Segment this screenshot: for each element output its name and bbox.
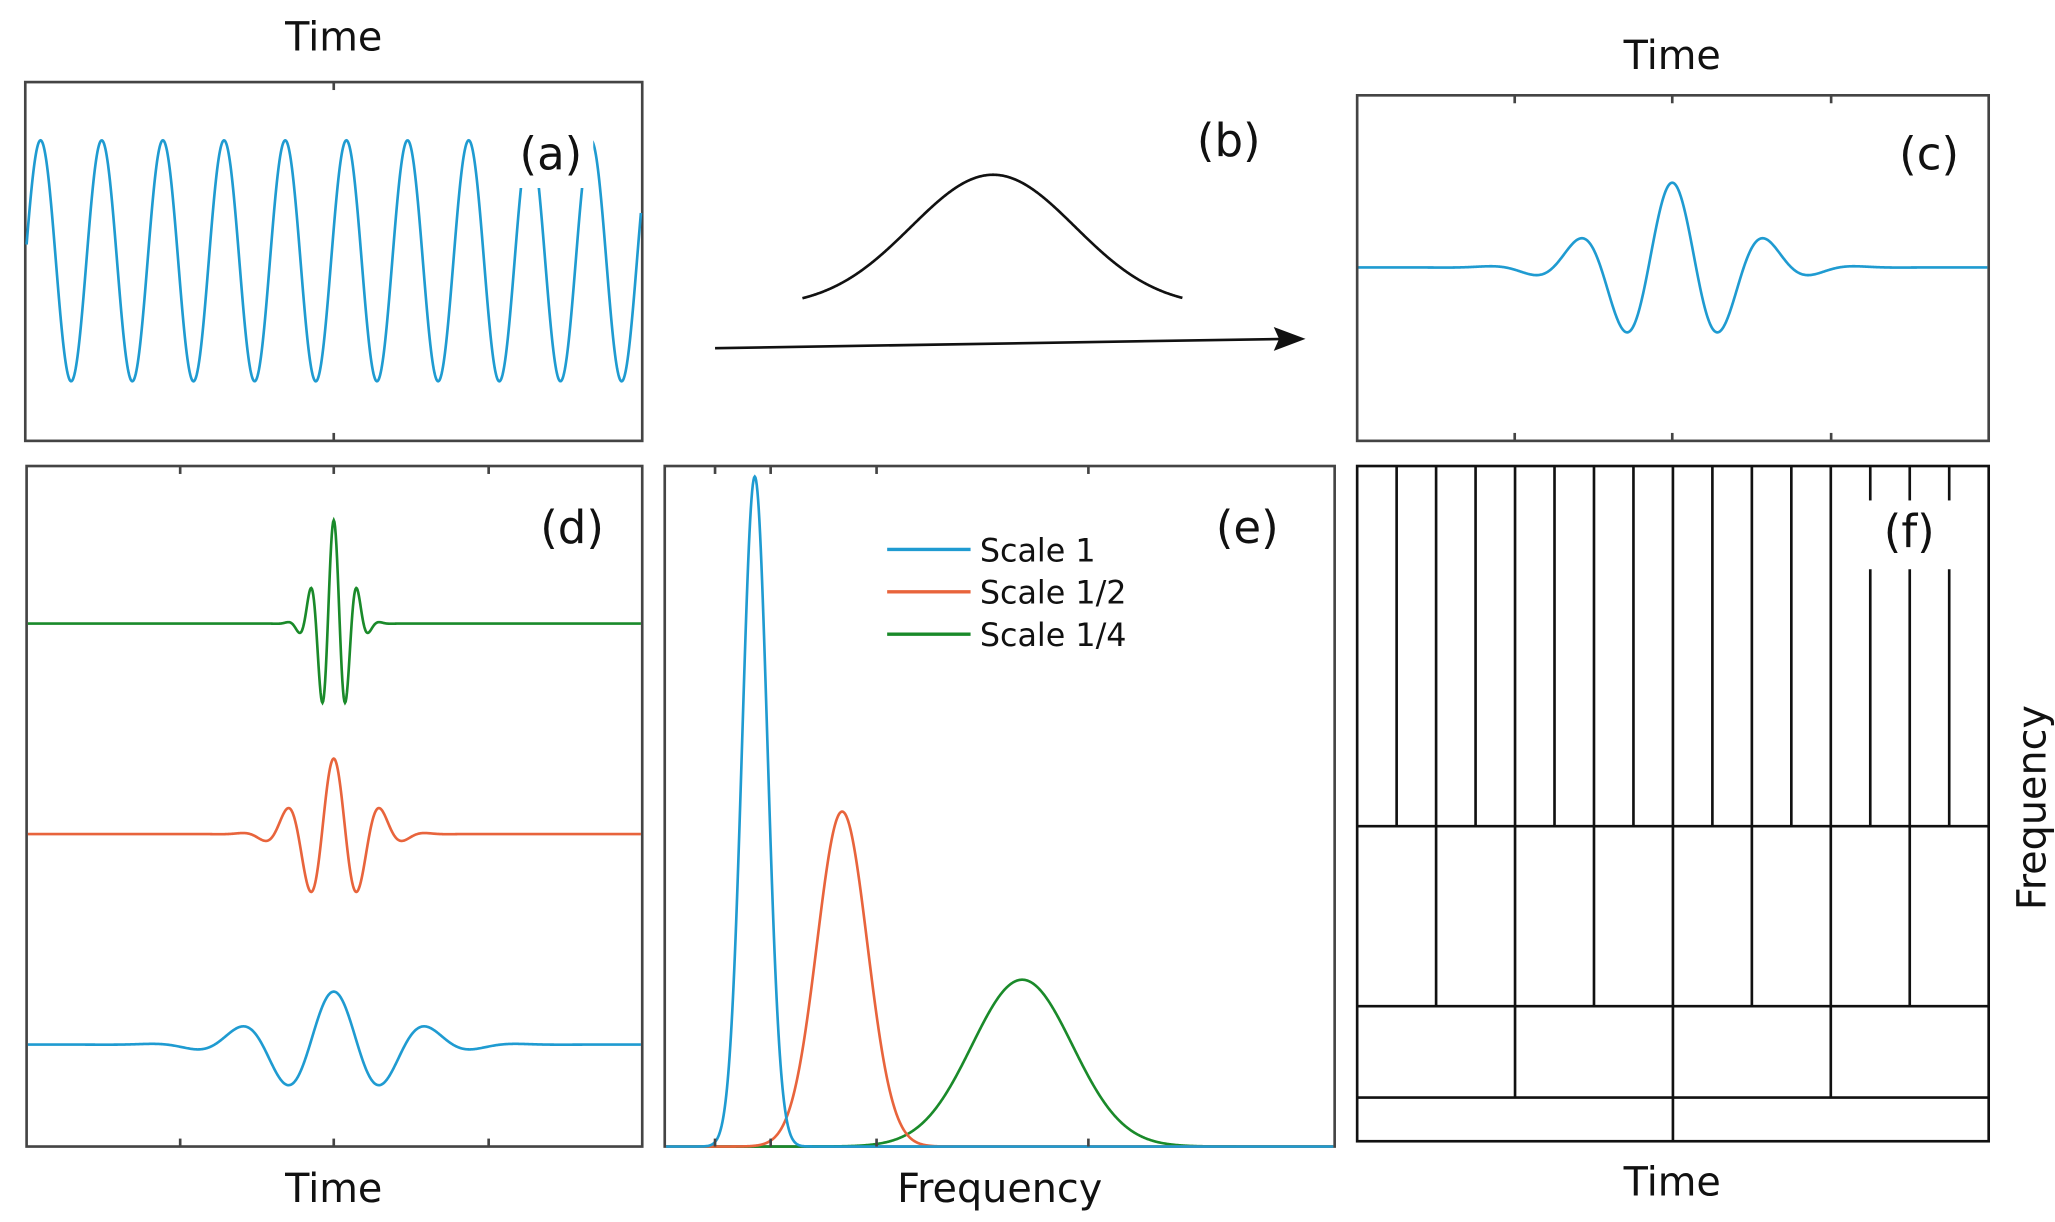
panel-a-label: (a) — [520, 127, 583, 180]
legend-label-scale-half: Scale 1/2 — [980, 576, 1127, 612]
panel-d-wavelet-scale-1 — [27, 990, 641, 1087]
panel-b-label: (b) — [1197, 114, 1261, 167]
panel-f-tiling-grid — [1357, 466, 1989, 1142]
panel-e-spectrum-scale-1 — [666, 474, 1334, 1148]
panel-b-arrow-shaft — [715, 337, 1285, 350]
panel-f: (f) Time Frequency — [1355, 464, 2055, 1206]
panel-c-label: (c) — [1899, 127, 1959, 180]
panel-d-wavelet-scale-quarter — [27, 516, 641, 706]
panel-d-label: (d) — [540, 501, 604, 554]
legend: Scale 1 Scale 1/2 Scale 1/4 — [887, 533, 1127, 654]
panel-e-spectrum-scale-quarter — [666, 978, 1334, 1148]
panel-e-axis-title: Frequency — [897, 1166, 1102, 1212]
panel-f-label: (f) — [1884, 505, 1935, 558]
panel-a: Time (a) — [23, 14, 644, 443]
panel-e-spectrum-scale-half — [666, 810, 1334, 1148]
legend-label-scale-quarter: Scale 1/4 — [980, 618, 1127, 654]
panel-d-axis-title: Time — [284, 1166, 382, 1212]
panel-c-wavelet-curve — [1358, 181, 1988, 334]
legend-label-scale-1: Scale 1 — [980, 533, 1096, 569]
panel-e-label: (e) — [1216, 501, 1279, 554]
arrow-head-icon — [1273, 327, 1306, 351]
panel-a-axis-title: Time — [284, 14, 382, 60]
panel-f-frame — [1355, 464, 1991, 1143]
panel-c-axis-title: Time — [1623, 33, 1721, 79]
panel-b: (b) — [715, 114, 1306, 351]
panel-f-ylabel: Frequency — [2010, 705, 2055, 910]
panel-b-gaussian-window — [802, 173, 1183, 300]
panel-e: (e) Scale 1 Scale 1/2 Scale 1/4 Frequenc… — [663, 464, 1336, 1212]
panel-d: (d) Time — [25, 464, 644, 1212]
panel-c: Time (c) — [1355, 33, 1991, 443]
panel-f-xlabel: Time — [1623, 1160, 1721, 1206]
panel-d-wavelet-scale-half — [27, 757, 641, 894]
panel-a-label-bg — [513, 121, 594, 188]
